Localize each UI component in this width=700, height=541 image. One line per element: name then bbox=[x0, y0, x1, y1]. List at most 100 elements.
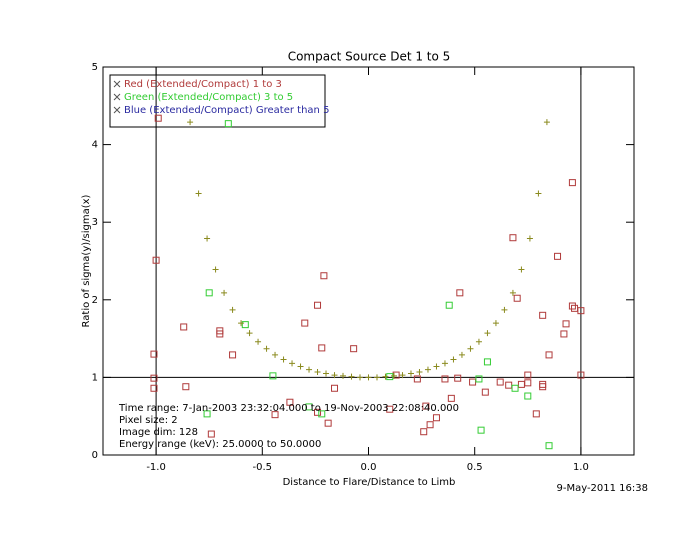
square-marker bbox=[513, 294, 521, 302]
square-marker bbox=[445, 301, 453, 309]
square-marker bbox=[524, 379, 532, 387]
square-marker bbox=[422, 402, 430, 410]
legend-marker bbox=[113, 80, 121, 88]
square-marker bbox=[481, 388, 489, 396]
square-marker bbox=[568, 302, 576, 310]
square-marker bbox=[314, 408, 322, 416]
x-tick-label: 1.0 bbox=[573, 462, 589, 473]
square-marker bbox=[216, 330, 224, 338]
square-marker bbox=[509, 234, 517, 242]
plus-marker bbox=[340, 372, 347, 379]
plus-marker bbox=[458, 351, 465, 358]
plus-marker bbox=[484, 330, 491, 337]
plus-marker bbox=[373, 374, 380, 381]
square-marker bbox=[324, 419, 332, 427]
square-marker bbox=[314, 301, 322, 309]
x-tick-label: 0.0 bbox=[361, 462, 377, 473]
legend-label: Red (Extended/Compact) 1 to 3 bbox=[124, 79, 282, 90]
square-marker bbox=[524, 371, 532, 379]
x-tick-label: -1.0 bbox=[146, 462, 166, 473]
plus-marker bbox=[212, 266, 219, 273]
plus-marker bbox=[331, 372, 338, 379]
square-marker bbox=[475, 375, 483, 383]
chart-title: Compact Source Det 1 to 5 bbox=[288, 50, 451, 64]
square-marker bbox=[432, 414, 440, 422]
plus-marker bbox=[441, 360, 448, 367]
square-marker bbox=[539, 311, 547, 319]
square-marker bbox=[545, 442, 553, 450]
plus-marker bbox=[272, 351, 279, 358]
square-marker bbox=[560, 330, 568, 338]
y-tick-label: 0 bbox=[92, 450, 98, 461]
plus-marker bbox=[238, 320, 245, 327]
square-marker bbox=[224, 120, 232, 128]
square-marker bbox=[562, 320, 570, 328]
square-marker bbox=[539, 383, 547, 391]
plus-marker bbox=[187, 119, 194, 126]
plus-marker bbox=[509, 289, 516, 296]
x-tick-label: 0.5 bbox=[467, 462, 483, 473]
plus-marker bbox=[221, 289, 228, 296]
square-marker bbox=[413, 375, 421, 383]
square-marker bbox=[269, 372, 277, 380]
square-marker bbox=[554, 252, 562, 260]
plus-marker bbox=[526, 235, 533, 242]
x-axis-label: Distance to Flare/Distance to Limb bbox=[283, 477, 456, 488]
legend-label: Blue (Extended/Compact) Greater than 5 bbox=[124, 105, 329, 116]
square-marker bbox=[483, 358, 491, 366]
square-marker bbox=[577, 371, 585, 379]
square-marker bbox=[271, 411, 279, 419]
y-tick-label: 4 bbox=[92, 140, 98, 151]
square-marker bbox=[524, 392, 532, 400]
plus-marker bbox=[306, 366, 313, 373]
annotation: Energy range (keV): 25.0000 to 50.0000 bbox=[119, 439, 321, 450]
annotation: Pixel size: 2 bbox=[119, 415, 178, 426]
square-marker bbox=[477, 426, 485, 434]
square-marker bbox=[241, 321, 249, 329]
plus-marker bbox=[229, 306, 236, 313]
square-marker bbox=[420, 428, 428, 436]
square-marker bbox=[318, 410, 326, 418]
square-marker bbox=[454, 374, 462, 382]
square-marker bbox=[305, 403, 313, 411]
plus-marker bbox=[246, 330, 253, 337]
square-marker bbox=[182, 383, 190, 391]
square-marker bbox=[150, 350, 158, 358]
square-marker bbox=[426, 421, 434, 429]
plus-marker bbox=[390, 372, 397, 379]
plus-marker bbox=[518, 266, 525, 273]
square-marker bbox=[441, 375, 449, 383]
square-marker bbox=[150, 374, 158, 382]
legend-box bbox=[109, 74, 326, 128]
x-tick-label: -0.5 bbox=[253, 462, 273, 473]
square-marker bbox=[577, 307, 585, 315]
square-marker bbox=[532, 410, 540, 418]
y-tick-label: 5 bbox=[92, 62, 98, 73]
square-marker bbox=[180, 323, 188, 331]
y-tick-label: 2 bbox=[92, 295, 98, 306]
square-marker bbox=[318, 344, 326, 352]
plus-marker bbox=[323, 370, 330, 377]
y-axis-label: Ratio of sigma(y)/sigma(x) bbox=[81, 194, 92, 327]
square-marker bbox=[350, 345, 358, 353]
square-marker bbox=[229, 351, 237, 359]
plus-marker bbox=[314, 368, 321, 375]
plus-marker bbox=[450, 356, 457, 363]
annotation: Time range: 7-Jan-2003 23:32:04.000 to 1… bbox=[118, 403, 459, 414]
plus-marker bbox=[348, 373, 355, 380]
y-tick-label: 1 bbox=[92, 372, 98, 383]
plus-marker bbox=[433, 363, 440, 370]
square-marker bbox=[331, 384, 339, 392]
plus-marker bbox=[297, 363, 304, 370]
square-marker bbox=[511, 384, 519, 392]
plus-marker bbox=[535, 190, 542, 197]
plus-marker bbox=[407, 370, 414, 377]
square-marker bbox=[456, 289, 464, 297]
annotation: Image dim: 128 bbox=[119, 427, 198, 438]
plus-marker bbox=[365, 374, 372, 381]
plus-marker bbox=[204, 235, 211, 242]
square-marker bbox=[447, 394, 455, 402]
date-stamp: 9-May-2011 16:38 bbox=[556, 483, 648, 494]
plus-marker bbox=[382, 373, 389, 380]
